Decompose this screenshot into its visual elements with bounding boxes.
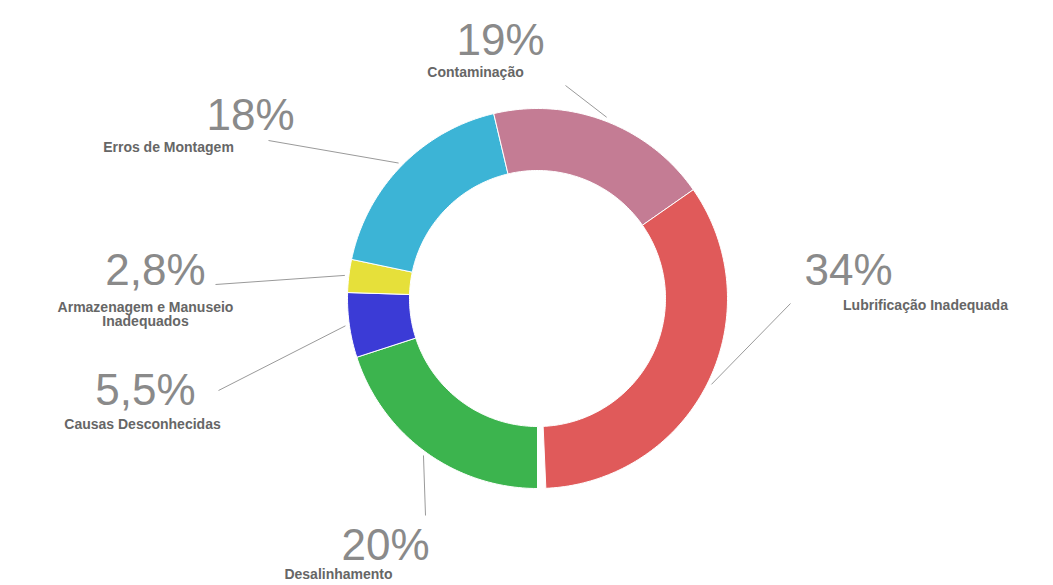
svg-text:Contaminação: Contaminação (427, 64, 523, 80)
svg-text:Desalinhamento: Desalinhamento (284, 566, 392, 582)
svg-text:Armazenagem e ManuseioInadequa: Armazenagem e ManuseioInadequados (58, 299, 234, 329)
svg-text:Erros de Montagem: Erros de Montagem (103, 139, 234, 155)
svg-text:Lubrificação Inadequada: Lubrificação Inadequada (843, 297, 1008, 313)
svg-text:20%: 20% (341, 520, 429, 569)
svg-text:2,8%: 2,8% (105, 245, 205, 294)
svg-text:Causas Desconhecidas: Causas Desconhecidas (64, 416, 221, 432)
svg-text:34%: 34% (804, 245, 892, 294)
svg-text:19%: 19% (456, 15, 544, 64)
svg-text:18%: 18% (206, 90, 294, 139)
svg-text:5,5%: 5,5% (95, 365, 195, 414)
